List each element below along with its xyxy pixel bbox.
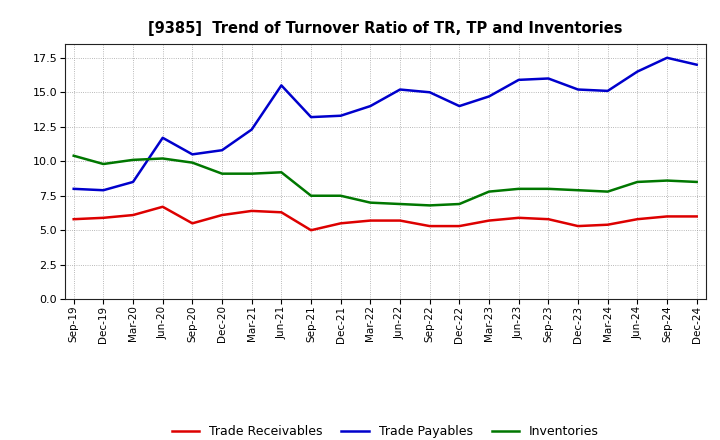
- Trade Payables: [217, 147, 226, 153]
- Trade Payables: [99, 187, 108, 193]
- Trade Receivables: [217, 213, 226, 218]
- Line: Trade Receivables: Trade Receivables: [73, 207, 697, 230]
- Trade Payables: [514, 77, 523, 83]
- Inventories: [485, 189, 493, 194]
- Trade Payables: [396, 87, 405, 92]
- Inventories: [455, 202, 464, 207]
- Inventories: [693, 180, 701, 185]
- Trade Receivables: [307, 227, 315, 233]
- Trade Payables: [544, 76, 553, 81]
- Inventories: [426, 203, 434, 208]
- Trade Payables: [693, 62, 701, 67]
- Trade Receivables: [188, 221, 197, 226]
- Trade Receivables: [544, 216, 553, 222]
- Trade Payables: [158, 135, 167, 140]
- Trade Receivables: [574, 224, 582, 229]
- Inventories: [366, 200, 374, 205]
- Trade Payables: [633, 69, 642, 74]
- Inventories: [603, 189, 612, 194]
- Trade Payables: [277, 83, 286, 88]
- Trade Payables: [603, 88, 612, 94]
- Trade Receivables: [633, 216, 642, 222]
- Trade Payables: [485, 94, 493, 99]
- Inventories: [217, 171, 226, 176]
- Line: Inventories: Inventories: [73, 156, 697, 205]
- Trade Receivables: [69, 216, 78, 222]
- Trade Payables: [366, 103, 374, 109]
- Trade Payables: [574, 87, 582, 92]
- Trade Receivables: [336, 221, 345, 226]
- Trade Payables: [129, 180, 138, 185]
- Trade Receivables: [248, 208, 256, 213]
- Trade Payables: [188, 152, 197, 157]
- Trade Payables: [426, 90, 434, 95]
- Inventories: [69, 153, 78, 158]
- Trade Payables: [662, 55, 671, 60]
- Legend: Trade Receivables, Trade Payables, Inventories: Trade Receivables, Trade Payables, Inven…: [166, 420, 604, 440]
- Trade Receivables: [277, 209, 286, 215]
- Trade Receivables: [426, 224, 434, 229]
- Inventories: [336, 193, 345, 198]
- Trade Receivables: [662, 214, 671, 219]
- Inventories: [514, 186, 523, 191]
- Trade Payables: [336, 113, 345, 118]
- Inventories: [544, 186, 553, 191]
- Trade Receivables: [693, 214, 701, 219]
- Inventories: [574, 187, 582, 193]
- Inventories: [129, 157, 138, 162]
- Trade Receivables: [396, 218, 405, 223]
- Inventories: [633, 180, 642, 185]
- Inventories: [188, 160, 197, 165]
- Inventories: [307, 193, 315, 198]
- Line: Trade Payables: Trade Payables: [73, 58, 697, 190]
- Trade Receivables: [366, 218, 374, 223]
- Title: [9385]  Trend of Turnover Ratio of TR, TP and Inventories: [9385] Trend of Turnover Ratio of TR, TP…: [148, 21, 623, 36]
- Inventories: [662, 178, 671, 183]
- Inventories: [158, 156, 167, 161]
- Trade Payables: [69, 186, 78, 191]
- Inventories: [99, 161, 108, 167]
- Trade Payables: [248, 127, 256, 132]
- Inventories: [396, 202, 405, 207]
- Trade Receivables: [455, 224, 464, 229]
- Inventories: [248, 171, 256, 176]
- Trade Receivables: [514, 215, 523, 220]
- Trade Payables: [455, 103, 464, 109]
- Trade Receivables: [485, 218, 493, 223]
- Trade Receivables: [99, 215, 108, 220]
- Inventories: [277, 170, 286, 175]
- Trade Receivables: [129, 213, 138, 218]
- Trade Receivables: [603, 222, 612, 227]
- Trade Payables: [307, 114, 315, 120]
- Trade Receivables: [158, 204, 167, 209]
